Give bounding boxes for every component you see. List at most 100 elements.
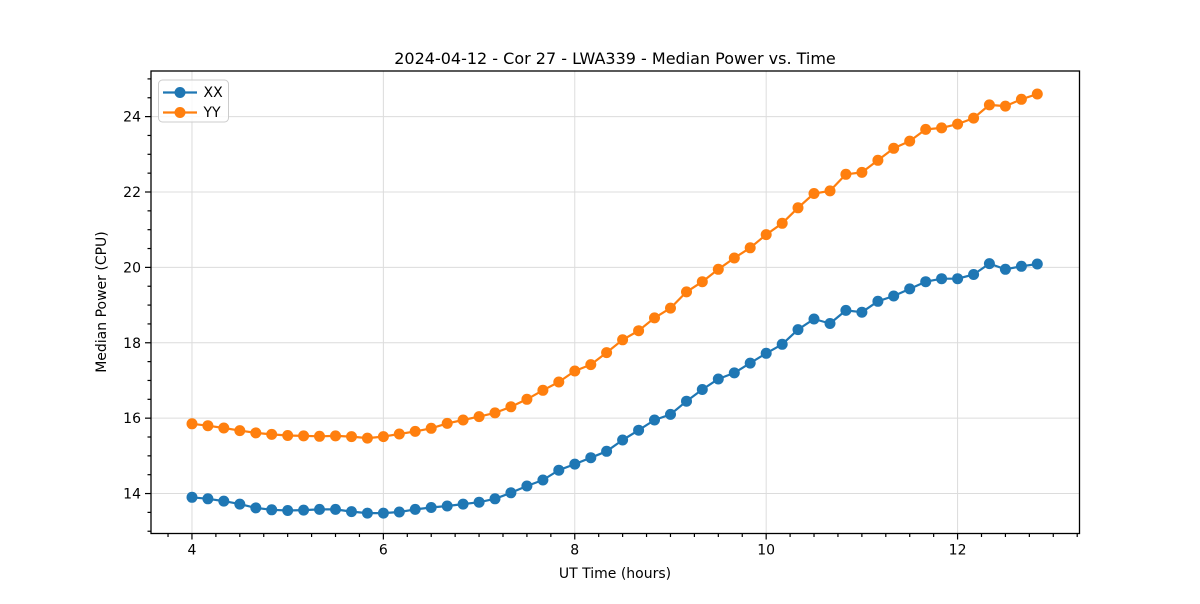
series-yy-point [920,123,932,135]
series-xx-point [521,480,533,492]
legend-label: XX [204,85,224,101]
legend-marker [174,107,186,118]
series-xx-point [936,273,948,285]
series-yy-point [425,422,437,434]
series-yy-point [314,430,325,442]
series-yy-point [505,401,517,413]
series-xx-line [190,262,1039,515]
legend: XX YY [158,79,229,123]
series-xx-point [537,474,549,486]
x-tick-label: 10 [757,543,775,559]
series-xx-point [712,373,724,385]
plot-border [150,70,1081,535]
chart-title: 2024-04-12 - Cor 27 - LWA339 - Median Po… [394,49,836,68]
series-yy-point [696,276,708,288]
y-tick-label: 14 [123,487,141,503]
series-xx-point [393,506,405,518]
x-tick-label: 12 [949,543,967,559]
series-yy-point [473,411,485,423]
series-yy-point [489,407,501,419]
x-tick-label: 4 [187,543,196,559]
grid-layer [151,71,1080,534]
series-xx-point [186,491,198,503]
series-xx-point [569,458,581,470]
series-yy-point [744,242,756,254]
series-xx-point [952,273,964,285]
series-yy-point [346,431,357,443]
series-yy-point [952,118,964,130]
series-xx-point [856,306,868,318]
series-yy-point [872,154,884,166]
series-yy-point [186,418,198,430]
series-xx-point [250,502,262,514]
series-xx-point [904,283,916,295]
series-yy-point [633,325,645,337]
series-yy-point [760,229,772,241]
series-yy-point [521,393,533,405]
series-yy-point [968,112,980,124]
series-yy-point [808,188,820,199]
series-xx-point [792,324,804,336]
series-xx-point [553,464,565,476]
series-layer [186,88,1043,519]
series-xx-point [1031,258,1043,270]
series-xx-point [266,504,278,516]
series-yy-point [856,166,868,178]
series-xx-point [983,258,995,270]
y-axis-label: Median Power (CPU) [94,231,110,373]
y-tick-label: 18 [123,336,141,352]
series-yy-point [537,384,549,396]
series-xx-point [776,338,788,350]
series-yy-point [250,427,262,439]
series-xx-point [330,503,341,515]
series-xx-point [601,445,613,457]
series-xx-point [234,498,246,510]
series-yy-point [983,99,995,111]
series-xx-point [968,269,980,280]
series-yy-point [202,420,214,432]
series-xx-point [441,500,453,512]
series-yy-point [393,428,405,440]
series-xx-point [409,503,421,515]
series-xx-point [457,498,469,510]
y-tick-label: 16 [123,411,141,427]
series-xx-point [425,502,437,513]
x-tick-label: 6 [379,543,388,559]
series-xx-point [473,496,485,508]
series-yy-point [266,428,278,440]
series-xx-point [361,507,373,519]
series-yy-point [457,414,469,426]
series-yy-point [377,431,389,443]
series-yy-point [1031,88,1043,100]
legend-label: YY [203,105,222,121]
series-yy-point [601,347,613,359]
series-xx-point [649,414,660,426]
series-yy-point [298,430,310,442]
series-yy-point [617,334,629,346]
series-xx-point [314,503,325,515]
series-yy-point [409,425,421,437]
series-yy-point [840,168,852,180]
series-xx-point [377,507,389,519]
x-axis-label: UT Time (hours) [559,566,671,582]
series-yy-point [234,425,246,437]
series-xx-point [888,290,900,302]
series-xx-point [999,263,1011,275]
series-xx-point [824,318,836,329]
series-yy-point [776,217,788,229]
legend-marker [174,87,186,98]
series-xx-point [681,395,692,407]
series-yy-point [361,432,373,444]
series-yy-point [936,122,948,134]
series-xx-point [489,493,501,505]
series-xx-point [202,493,214,505]
series-yy-point [1015,93,1027,105]
series-xx-point [617,434,629,446]
series-xx-point [808,313,820,325]
series-xx-point [696,384,708,395]
series-xx-point [346,506,357,518]
series-yy-point [904,135,916,147]
series-yy-point [712,263,724,275]
